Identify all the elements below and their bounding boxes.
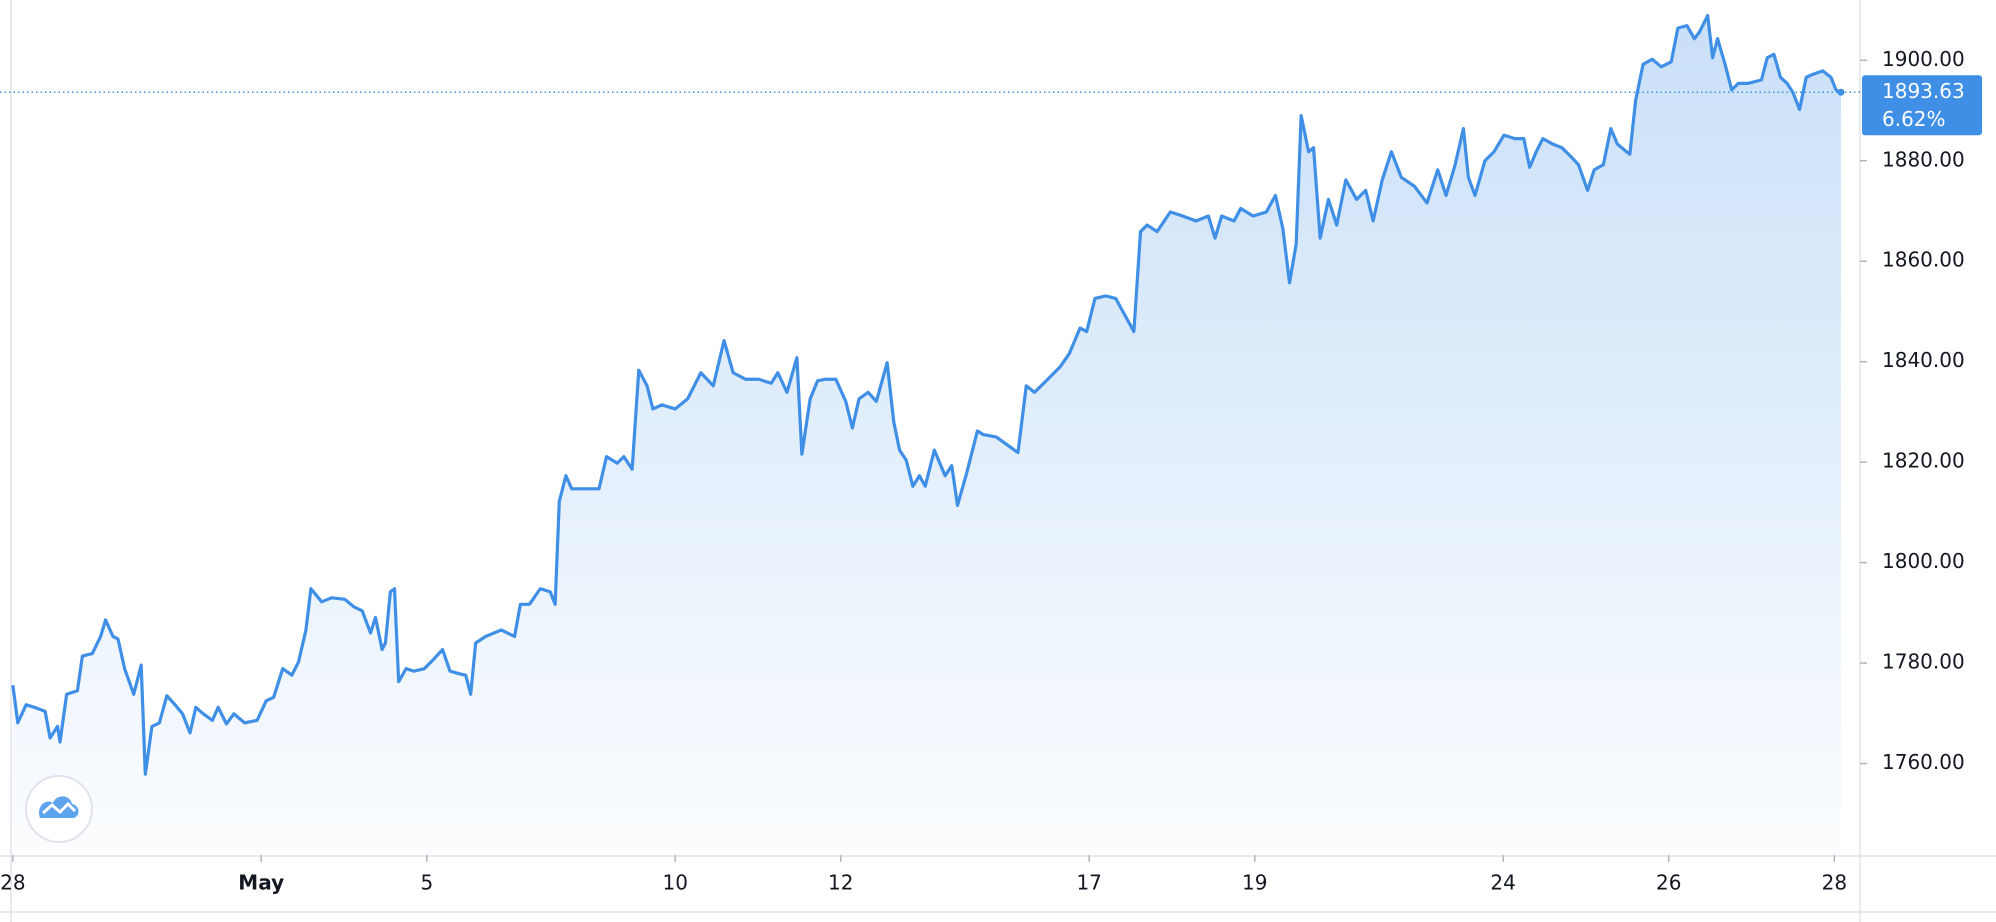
change-label: 6.62% (1882, 107, 1946, 131)
logo-cloud[interactable] (39, 796, 79, 818)
price-line (11, 13, 1842, 776)
y-tick-label: 1840.00 (1882, 348, 1965, 372)
y-tick-label: 1900.00 (1882, 47, 1965, 71)
area-fill (12, 15, 1841, 855)
x-tick-label: 26 (1656, 871, 1681, 895)
y-tick-label: 1860.00 (1882, 248, 1965, 272)
x-tick-label: 12 (828, 871, 853, 895)
last-point (1837, 88, 1845, 96)
x-tick-label: 28 (0, 871, 25, 895)
y-tick-label: 1880.00 (1882, 147, 1965, 171)
x-tick-label: 10 (662, 871, 687, 895)
last-price-box (1862, 75, 1982, 136)
logo[interactable] (25, 775, 93, 843)
y-tick-label: 1760.00 (1882, 750, 1965, 774)
x-tick-label: May (238, 871, 284, 895)
y-tick-label: 1800.00 (1882, 549, 1965, 573)
last-price-label: 1893.63 (1882, 79, 1965, 103)
y-tick-label: 1780.00 (1882, 650, 1965, 674)
logo-line[interactable] (42, 801, 77, 815)
x-tick-label: 19 (1242, 871, 1267, 895)
x-tick-label: 24 (1490, 871, 1515, 895)
x-tick-label: 28 (1822, 871, 1847, 895)
x-tick-label: 17 (1076, 871, 1101, 895)
x-tick-label: 5 (420, 871, 433, 895)
y-tick-label: 1820.00 (1882, 449, 1965, 473)
